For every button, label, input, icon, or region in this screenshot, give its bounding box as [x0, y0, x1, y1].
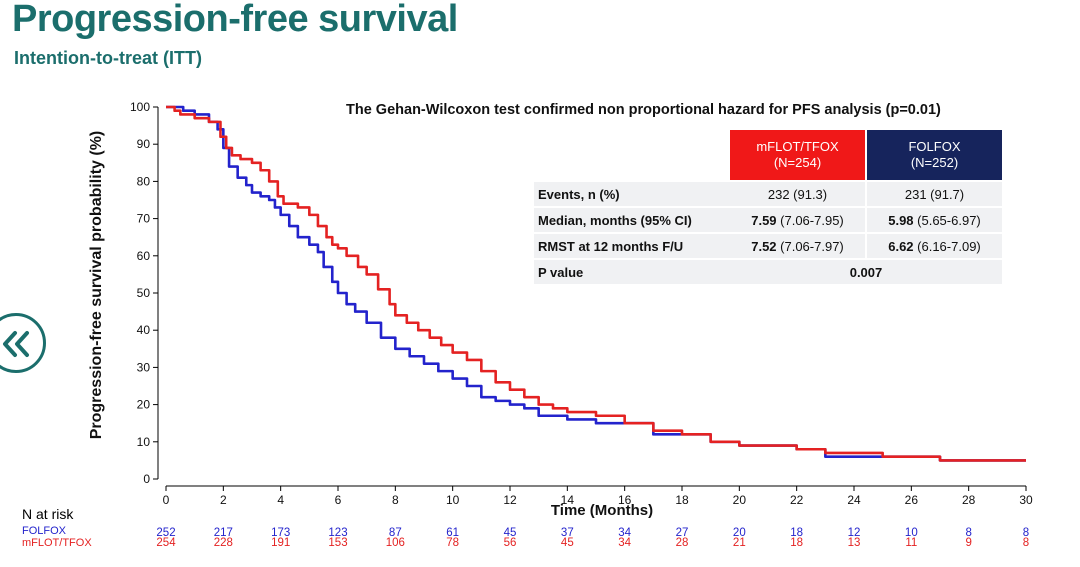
x-tick-label: 2 [220, 493, 227, 507]
summary-table: mFLOT/TFOX (N=254) FOLFOX (N=252) Events… [534, 128, 1002, 286]
table-row: Median, months (95% CI) 7.59 (7.06-7.95)… [534, 208, 1002, 232]
test-note: The Gehan-Wilcoxon test confirmed non pr… [346, 102, 941, 118]
risk-number-folfox: 61 [446, 527, 459, 539]
risk-number-mflot: 191 [271, 537, 290, 549]
risk-number-folfox: 217 [214, 527, 233, 539]
risk-number-mflot: 153 [328, 537, 347, 549]
x-tick-label: 22 [790, 493, 804, 507]
x-tick-label: 24 [847, 493, 861, 507]
y-tick-label: 50 [137, 286, 151, 300]
risk-number-mflot: 28 [676, 537, 689, 549]
table-row: RMST at 12 months F/U 7.52 (7.06-7.97) 6… [534, 234, 1002, 258]
arm-header-mflot: mFLOT/TFOX (N=254) [730, 130, 865, 180]
y-axis: 0 10 20 30 40 50 60 70 80 90 100 [130, 100, 159, 486]
x-tick-label: 26 [905, 493, 919, 507]
risk-number-mflot: 254 [156, 537, 176, 549]
x-tick-label: 18 [675, 493, 689, 507]
risk-number-folfox: 8 [1023, 527, 1029, 539]
risk-number-mflot: 11 [905, 537, 917, 549]
cell-folfox: 231 (91.7) [865, 182, 1002, 206]
x-tick-label: 6 [335, 493, 342, 507]
y-tick-label: 40 [137, 323, 151, 337]
risk-number-mflot: 21 [733, 537, 746, 549]
y-tick-label: 90 [137, 137, 151, 151]
x-tick-label: 16 [618, 493, 632, 507]
risk-number-mflot: 34 [618, 537, 631, 549]
risk-number-folfox: 8 [965, 527, 971, 539]
risk-number-folfox: 10 [905, 527, 918, 539]
y-tick-label: 0 [143, 472, 150, 486]
risk-number-mflot: 228 [214, 537, 233, 549]
risk-number-mflot: 13 [848, 537, 861, 549]
x-tick-label: 4 [277, 493, 284, 507]
risk-number-mflot: 8 [1023, 537, 1029, 549]
risk-number-mflot: 18 [790, 537, 803, 549]
row-label: P value [534, 260, 730, 284]
cell-mflot: 7.52 (7.06-7.97) [730, 234, 865, 258]
x-tick-label: 20 [733, 493, 747, 507]
pvalue-cell: 0.007 [730, 260, 1002, 284]
table-row: P value 0.007 [534, 260, 1002, 284]
y-tick-label: 60 [137, 249, 151, 263]
row-label: Median, months (95% CI) [534, 208, 730, 232]
arm-header-folfox: FOLFOX (N=252) [865, 130, 1002, 180]
risk-table-numbers: 2522542172281731911231538710661784556374… [156, 527, 1029, 549]
risk-number-folfox: 12 [848, 527, 861, 539]
risk-number-folfox: 87 [389, 527, 402, 539]
risk-number-folfox: 27 [676, 527, 689, 539]
risk-label-folfox: FOLFOX [22, 525, 67, 537]
row-label: RMST at 12 months F/U [534, 234, 730, 258]
x-tick-label: 30 [1019, 493, 1033, 507]
back-nav-button[interactable] [0, 313, 46, 373]
double-chevron-left-icon [3, 331, 29, 357]
x-tick-label: 0 [163, 493, 170, 507]
risk-number-mflot: 106 [386, 537, 405, 549]
risk-number-mflot: 78 [446, 537, 459, 549]
risk-label-mflot: mFLOT/TFOX [22, 537, 92, 549]
cell-folfox: 6.62 (6.16-7.09) [865, 234, 1002, 258]
y-axis-label: Progression-free survival probability (%… [88, 131, 105, 440]
y-tick-label: 100 [130, 100, 150, 114]
x-tick-label: 10 [446, 493, 460, 507]
risk-table-heading: N at risk [22, 506, 74, 522]
cell-folfox: 5.98 (5.65-6.97) [865, 208, 1002, 232]
risk-number-mflot: 9 [965, 537, 971, 549]
risk-number-mflot: 45 [561, 537, 574, 549]
risk-number-folfox: 252 [156, 527, 175, 539]
risk-number-folfox: 20 [733, 527, 746, 539]
x-tick-label: 8 [392, 493, 399, 507]
risk-number-folfox: 173 [271, 527, 290, 539]
x-tick-label: 28 [962, 493, 976, 507]
page-subtitle: Intention-to-treat (ITT) [14, 48, 202, 68]
x-tick-label: 12 [503, 493, 517, 507]
risk-number-folfox: 37 [561, 527, 574, 539]
y-tick-label: 80 [137, 174, 151, 188]
km-curves [166, 105, 1026, 462]
y-tick-label: 20 [137, 398, 151, 412]
y-tick-label: 10 [137, 435, 151, 449]
risk-number-folfox: 123 [328, 527, 347, 539]
risk-number-folfox: 45 [504, 527, 517, 539]
risk-number-mflot: 56 [504, 537, 517, 549]
x-tick-label: 14 [561, 493, 575, 507]
x-axis: 0 2 4 6 8 10 12 14 16 18 20 22 24 26 28 30 [163, 485, 1033, 507]
risk-number-folfox: 34 [618, 527, 631, 539]
cell-mflot: 7.59 (7.06-7.95) [730, 208, 865, 232]
y-tick-label: 70 [137, 212, 151, 226]
table-row: Events, n (%) 232 (91.3) 231 (91.7) [534, 182, 1002, 206]
row-label: Events, n (%) [534, 182, 730, 206]
page-title: Progression-free survival [12, 0, 458, 40]
cell-mflot: 232 (91.3) [730, 182, 865, 206]
risk-number-folfox: 18 [790, 527, 803, 539]
y-tick-label: 30 [137, 360, 151, 374]
km-curve-mflot-tfox [166, 105, 1026, 462]
x-axis-label: Time (Months) [551, 502, 653, 519]
